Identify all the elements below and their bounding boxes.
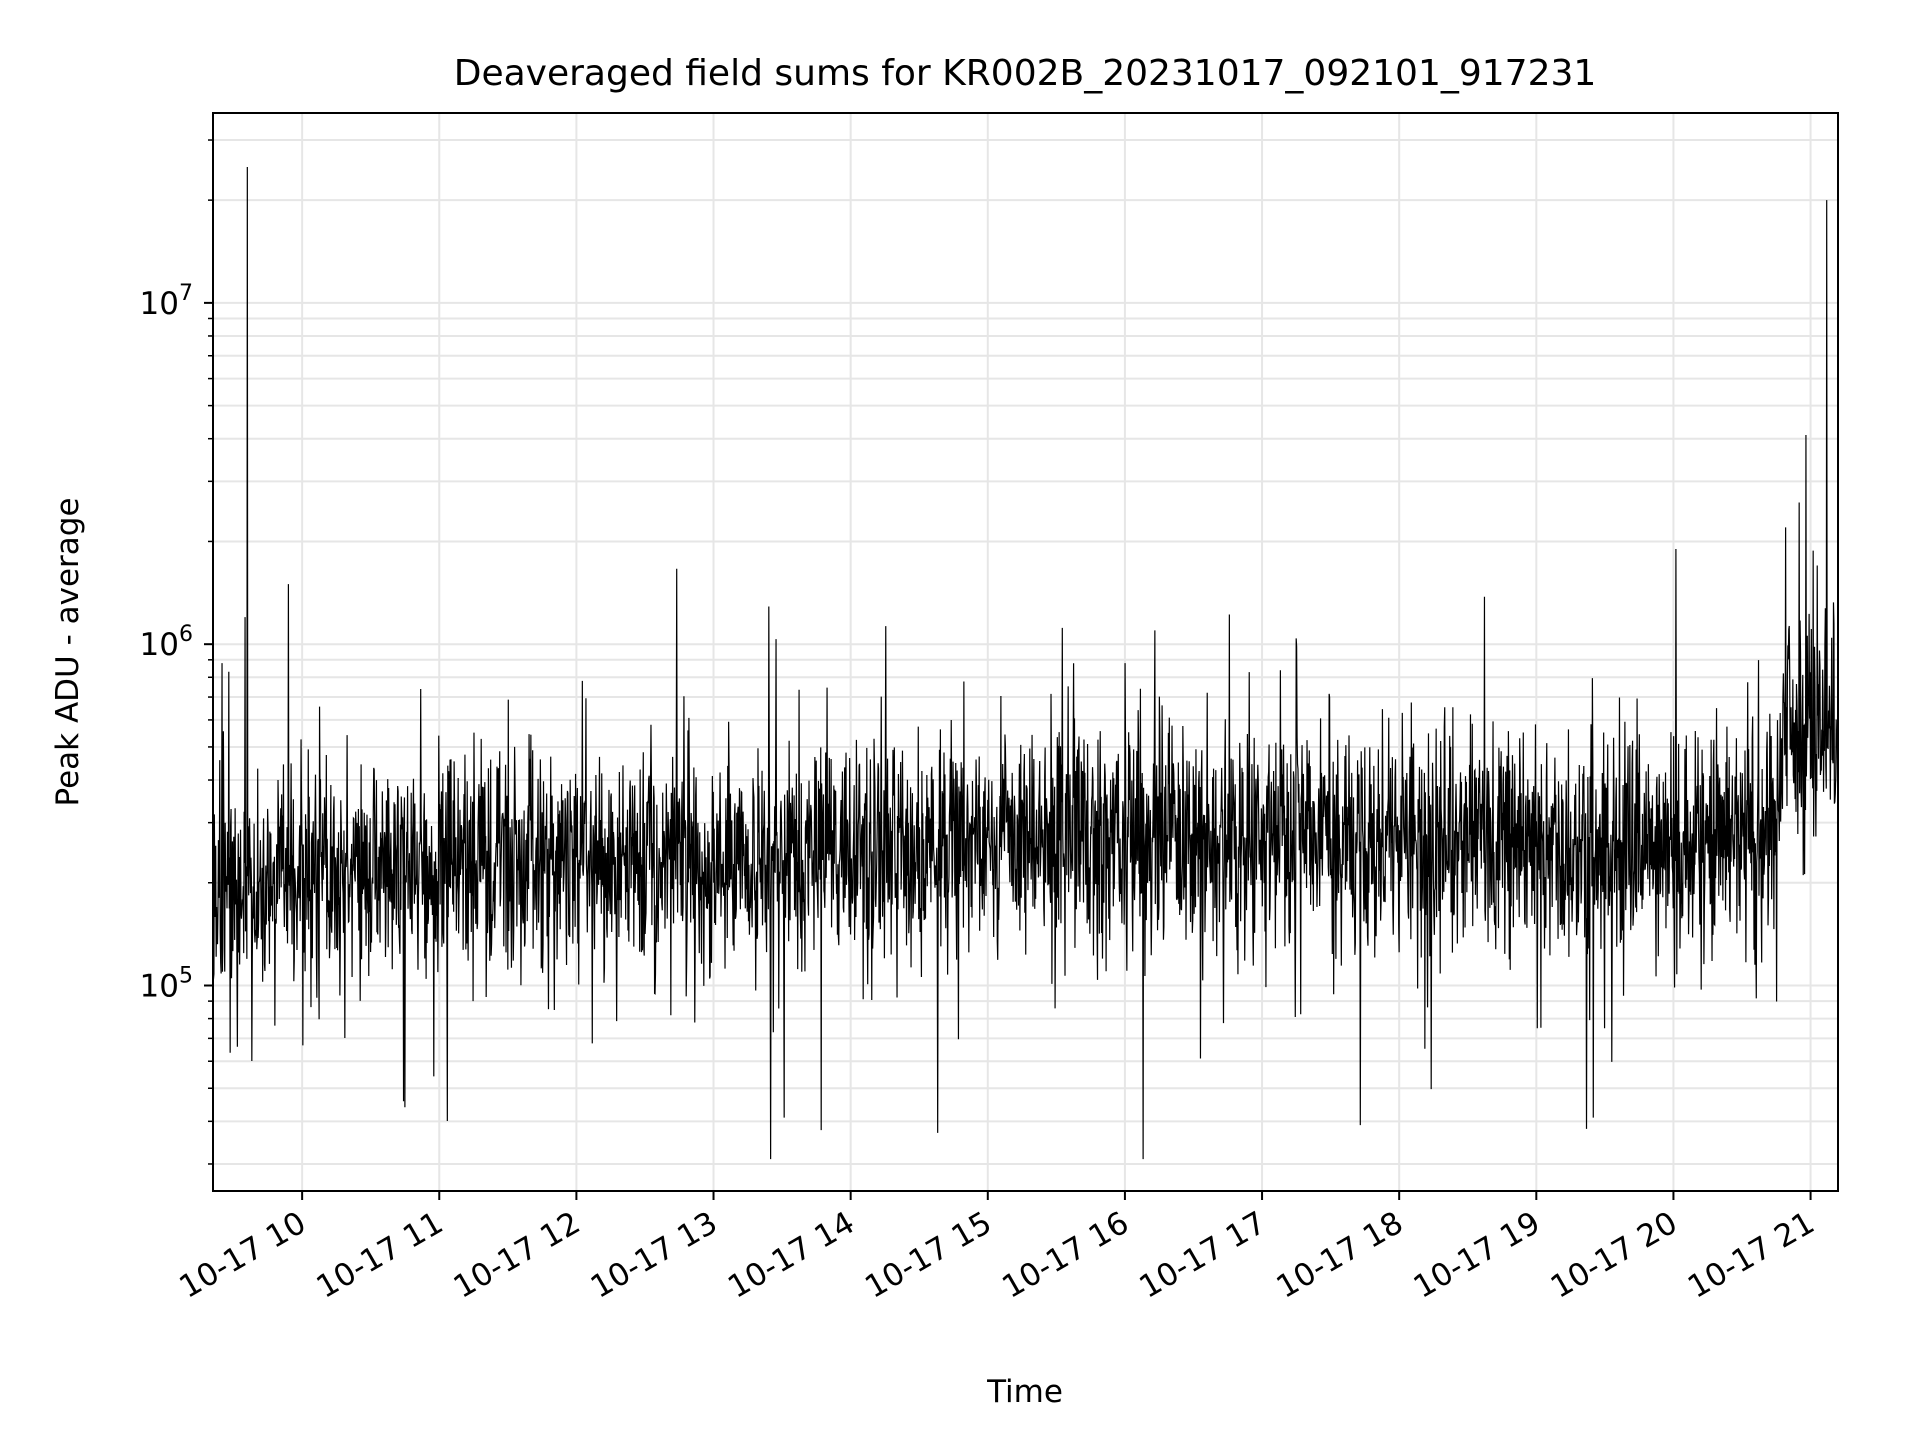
axes-frame — [212, 112, 1839, 1192]
y-tick-label: 107 — [140, 281, 193, 322]
y-tick-label: 106 — [140, 622, 193, 663]
y-axis-ticks: 105 106 107 — [140, 139, 213, 1165]
y-tick-label: 105 — [140, 964, 193, 1005]
x-axis-label: Time — [986, 1374, 1063, 1410]
series-line — [212, 167, 1839, 1160]
chart-title: Deaveraged field sums for KR002B_2023101… — [454, 53, 1597, 94]
y-axis-label: Peak ADU - average — [50, 497, 86, 806]
plot-area — [212, 167, 1839, 1160]
